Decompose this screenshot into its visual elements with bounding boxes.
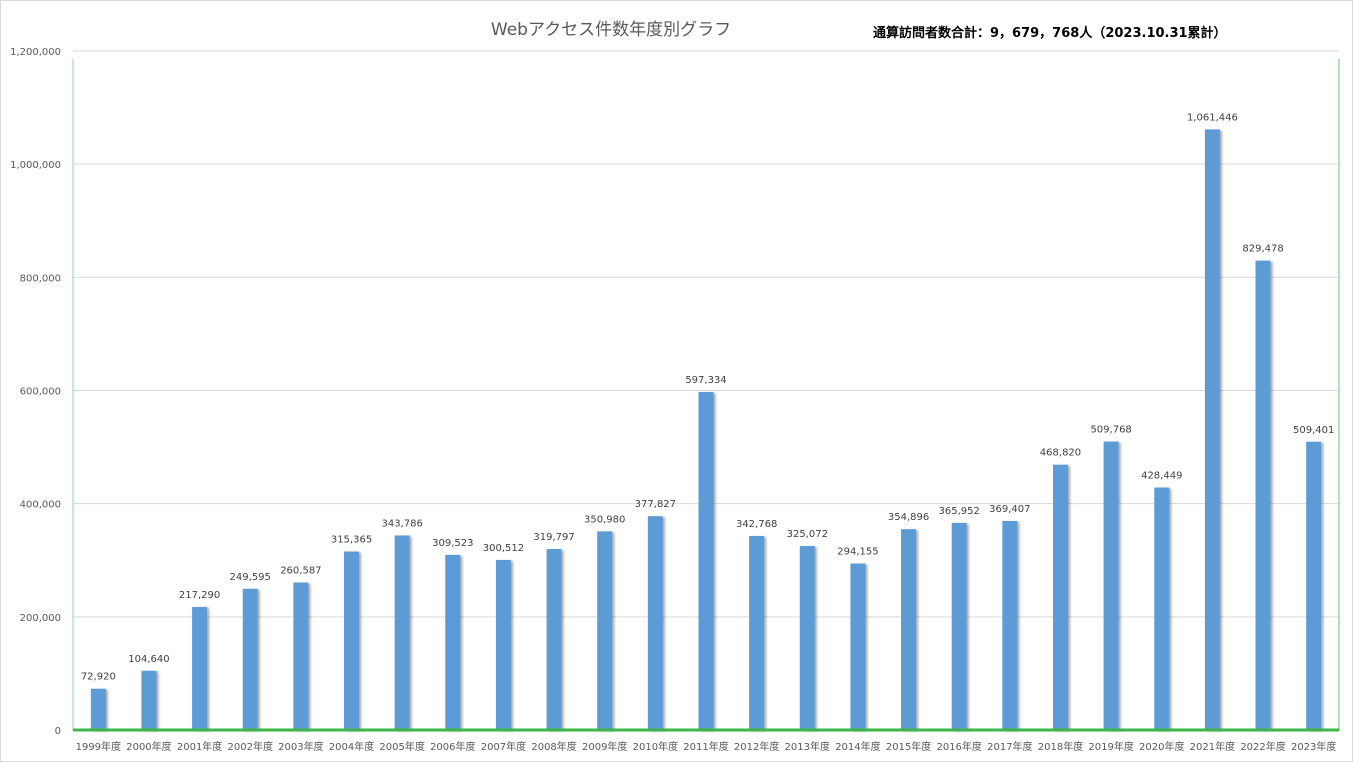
x-tick-label: 2015年度 bbox=[886, 740, 931, 753]
data-label: 354,896 bbox=[888, 512, 929, 523]
y-tick-label: 1,000,000 bbox=[10, 160, 61, 171]
x-tick-label: 2000年度 bbox=[126, 740, 171, 753]
bar-2007年度 bbox=[495, 559, 511, 730]
x-tick-label: 2016年度 bbox=[936, 740, 981, 753]
x-tick-label: 2001年度 bbox=[177, 740, 222, 753]
y-tick-label: 0 bbox=[55, 726, 61, 737]
bar-2020年度 bbox=[1154, 487, 1170, 730]
y-tick-label: 1,200,000 bbox=[10, 47, 61, 58]
y-tick-label: 400,000 bbox=[20, 500, 61, 511]
x-tick-label: 2003年度 bbox=[278, 740, 323, 753]
data-label: 468,820 bbox=[1040, 448, 1081, 459]
x-tick-label: 2013年度 bbox=[785, 740, 830, 753]
bar-2016年度 bbox=[951, 522, 967, 730]
x-tick-label: 2022年度 bbox=[1240, 740, 1285, 753]
bar-2005年度 bbox=[394, 535, 410, 730]
x-tick-label: 2012年度 bbox=[734, 740, 779, 753]
x-tick-label: 2017年度 bbox=[987, 740, 1032, 753]
x-tick-label: 2014年度 bbox=[835, 740, 880, 753]
data-label: 325,072 bbox=[787, 529, 828, 540]
data-label: 369,407 bbox=[989, 504, 1030, 515]
chart-title: Webアクセス件数年度別グラフ bbox=[490, 20, 732, 40]
x-tick-label: 1999年度 bbox=[76, 740, 121, 753]
bar-2023年度 bbox=[1306, 441, 1322, 730]
x-tick-label: 2004年度 bbox=[329, 740, 374, 753]
x-tick-label: 2023年度 bbox=[1291, 740, 1336, 753]
x-tick-label: 2008年度 bbox=[531, 740, 576, 753]
bar-2003年度 bbox=[293, 582, 309, 730]
x-tick-label: 2007年度 bbox=[481, 740, 526, 753]
data-label: 315,365 bbox=[331, 535, 372, 546]
bar-2021年度 bbox=[1204, 129, 1220, 731]
data-label: 217,290 bbox=[179, 590, 220, 601]
data-label: 104,640 bbox=[128, 654, 169, 665]
x-tick-label: 2005年度 bbox=[379, 740, 424, 753]
x-tick-label: 2011年度 bbox=[683, 740, 728, 753]
bar-2008年度 bbox=[546, 549, 562, 730]
x-tick-label: 2002年度 bbox=[228, 740, 273, 753]
bar-2015年度 bbox=[901, 529, 917, 730]
chart-subtitle: 通算訪問者数合計：9，679，768人（2023.10.31累計） bbox=[873, 26, 1227, 41]
x-tick-label: 2009年度 bbox=[582, 740, 627, 753]
x-tick-label: 2020年度 bbox=[1139, 740, 1184, 753]
bar-2010年度 bbox=[647, 516, 663, 730]
bar-2012年度 bbox=[749, 536, 765, 730]
bar-2002年度 bbox=[242, 588, 258, 730]
bar-2009年度 bbox=[597, 531, 613, 730]
data-label: 319,797 bbox=[533, 532, 574, 543]
bar-2004年度 bbox=[344, 551, 360, 730]
data-label: 343,786 bbox=[381, 518, 422, 529]
x-tick-label: 2010年度 bbox=[633, 740, 678, 753]
data-label: 72,920 bbox=[81, 672, 116, 683]
data-label: 829,478 bbox=[1242, 244, 1283, 255]
data-label: 428,449 bbox=[1141, 471, 1182, 482]
bar-2014年度 bbox=[850, 563, 866, 730]
bar-1999年度 bbox=[90, 688, 106, 730]
x-tick-label: 2021年度 bbox=[1190, 740, 1235, 753]
bar-2017年度 bbox=[1002, 520, 1018, 730]
y-tick-label: 800,000 bbox=[20, 273, 61, 284]
data-label: 249,595 bbox=[230, 572, 271, 583]
y-tick-label: 600,000 bbox=[20, 387, 61, 398]
bar-2019年度 bbox=[1103, 441, 1119, 730]
data-label: 350,980 bbox=[584, 514, 625, 525]
data-label: 509,768 bbox=[1090, 425, 1131, 436]
data-label: 342,768 bbox=[736, 519, 777, 530]
data-label: 1,061,446 bbox=[1187, 112, 1238, 123]
data-label: 377,827 bbox=[635, 499, 676, 510]
x-tick-label: 2019年度 bbox=[1088, 740, 1133, 753]
bar-2022年度 bbox=[1255, 260, 1271, 730]
bar-2013年度 bbox=[799, 546, 815, 730]
x-tick-label: 2006年度 bbox=[430, 740, 475, 753]
bar-2000年度 bbox=[141, 670, 157, 730]
bar-2018年度 bbox=[1052, 464, 1068, 730]
bar-2011年度 bbox=[698, 392, 714, 730]
bar-2001年度 bbox=[192, 607, 208, 730]
data-label: 509,401 bbox=[1293, 425, 1334, 436]
y-tick-label: 200,000 bbox=[20, 613, 61, 624]
data-label: 309,523 bbox=[432, 538, 473, 549]
data-label: 365,952 bbox=[939, 506, 980, 517]
data-label: 300,512 bbox=[483, 543, 524, 554]
data-label: 294,155 bbox=[837, 547, 878, 558]
x-tick-label: 2018年度 bbox=[1038, 740, 1083, 753]
data-label: 597,334 bbox=[685, 375, 726, 386]
data-label: 260,587 bbox=[280, 566, 321, 577]
bar-2006年度 bbox=[445, 554, 461, 730]
